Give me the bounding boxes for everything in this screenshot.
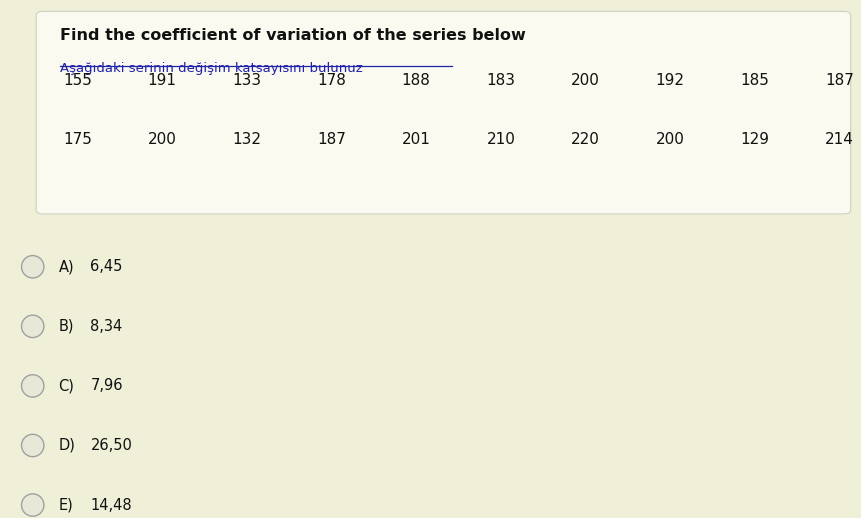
Text: 201: 201 xyxy=(402,133,430,147)
Ellipse shape xyxy=(22,375,44,397)
Text: Find the coefficient of variation of the series below: Find the coefficient of variation of the… xyxy=(60,28,526,44)
Text: 200: 200 xyxy=(148,133,177,147)
Text: E): E) xyxy=(59,498,73,512)
Text: 185: 185 xyxy=(740,73,769,88)
Text: 188: 188 xyxy=(402,73,430,88)
FancyBboxPatch shape xyxy=(36,11,851,214)
Text: 7,96: 7,96 xyxy=(90,379,123,393)
Ellipse shape xyxy=(22,434,44,457)
Text: 14,48: 14,48 xyxy=(90,498,132,512)
Text: 187: 187 xyxy=(825,73,854,88)
Text: A): A) xyxy=(59,260,74,274)
Text: 210: 210 xyxy=(486,133,515,147)
Ellipse shape xyxy=(22,255,44,278)
Text: 214: 214 xyxy=(825,133,854,147)
Text: Aşağıdaki serinin değişim katsayısını bulunuz: Aşağıdaki serinin değişim katsayısını bu… xyxy=(60,62,363,75)
Text: 129: 129 xyxy=(740,133,770,147)
Text: C): C) xyxy=(59,379,74,393)
Text: 6,45: 6,45 xyxy=(90,260,123,274)
Ellipse shape xyxy=(22,494,44,516)
Text: 8,34: 8,34 xyxy=(90,319,122,334)
Text: 200: 200 xyxy=(656,133,684,147)
Text: 192: 192 xyxy=(655,73,684,88)
Text: B): B) xyxy=(59,319,74,334)
Text: 26,50: 26,50 xyxy=(90,438,133,453)
Text: 183: 183 xyxy=(486,73,516,88)
Text: 175: 175 xyxy=(63,133,92,147)
Text: 187: 187 xyxy=(317,133,346,147)
Ellipse shape xyxy=(22,315,44,338)
Text: 220: 220 xyxy=(571,133,600,147)
Text: 155: 155 xyxy=(63,73,92,88)
Text: 191: 191 xyxy=(147,73,177,88)
Text: D): D) xyxy=(59,438,76,453)
Text: 178: 178 xyxy=(317,73,346,88)
Text: 133: 133 xyxy=(232,73,262,88)
Text: 200: 200 xyxy=(571,73,600,88)
Text: 132: 132 xyxy=(232,133,262,147)
